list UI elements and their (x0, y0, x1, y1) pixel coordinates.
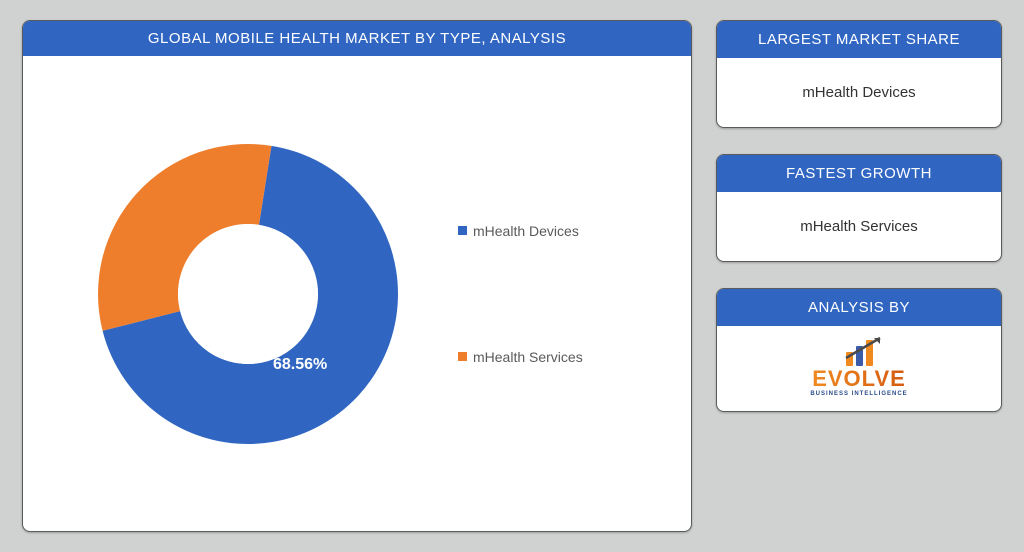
legend-item-services: mHealth Services (458, 349, 583, 365)
card-largest-share-header: LARGEST MARKET SHARE (717, 21, 1001, 58)
card-fastest-growth-value: mHealth Services (717, 192, 1001, 261)
chart-card-header: GLOBAL MOBILE HEALTH MARKET BY TYPE, ANA… (23, 21, 691, 56)
side-column: LARGEST MARKET SHARE mHealth Devices FAS… (716, 20, 1002, 532)
legend-label-services: mHealth Services (473, 349, 583, 365)
legend-swatch-devices (458, 226, 467, 235)
chart-card: GLOBAL MOBILE HEALTH MARKET BY TYPE, ANA… (22, 20, 692, 532)
card-largest-share: LARGEST MARKET SHARE mHealth Devices (716, 20, 1002, 128)
card-largest-share-value: mHealth Devices (717, 58, 1001, 127)
evolve-logo: EVOLVE BUSINESS INTELLIGENCE (810, 336, 907, 397)
donut-svg (78, 124, 418, 464)
legend-label-devices: mHealth Devices (473, 223, 579, 239)
donut-pct-label: 68.56% (273, 356, 327, 374)
card-analysis-by-body: EVOLVE BUSINESS INTELLIGENCE (717, 326, 1001, 411)
evolve-logo-sub: BUSINESS INTELLIGENCE (810, 391, 907, 397)
card-analysis-by-header: ANALYSIS BY (717, 289, 1001, 326)
card-fastest-growth: FASTEST GROWTH mHealth Services (716, 154, 1002, 262)
card-analysis-by: ANALYSIS BY EVOLVE BUSINESS INTELLIGENCE (716, 288, 1002, 412)
evolve-logo-bars-icon (846, 336, 873, 366)
donut-chart: 68.56% (78, 124, 418, 464)
card-fastest-growth-header: FASTEST GROWTH (717, 155, 1001, 192)
chart-body: 68.56% mHealth Devices mHealth Services (23, 56, 691, 531)
evolve-logo-word: EVOLVE (812, 368, 906, 390)
legend-item-devices: mHealth Devices (458, 223, 583, 239)
chart-legend: mHealth Devices mHealth Services (458, 223, 583, 365)
legend-swatch-services (458, 352, 467, 361)
